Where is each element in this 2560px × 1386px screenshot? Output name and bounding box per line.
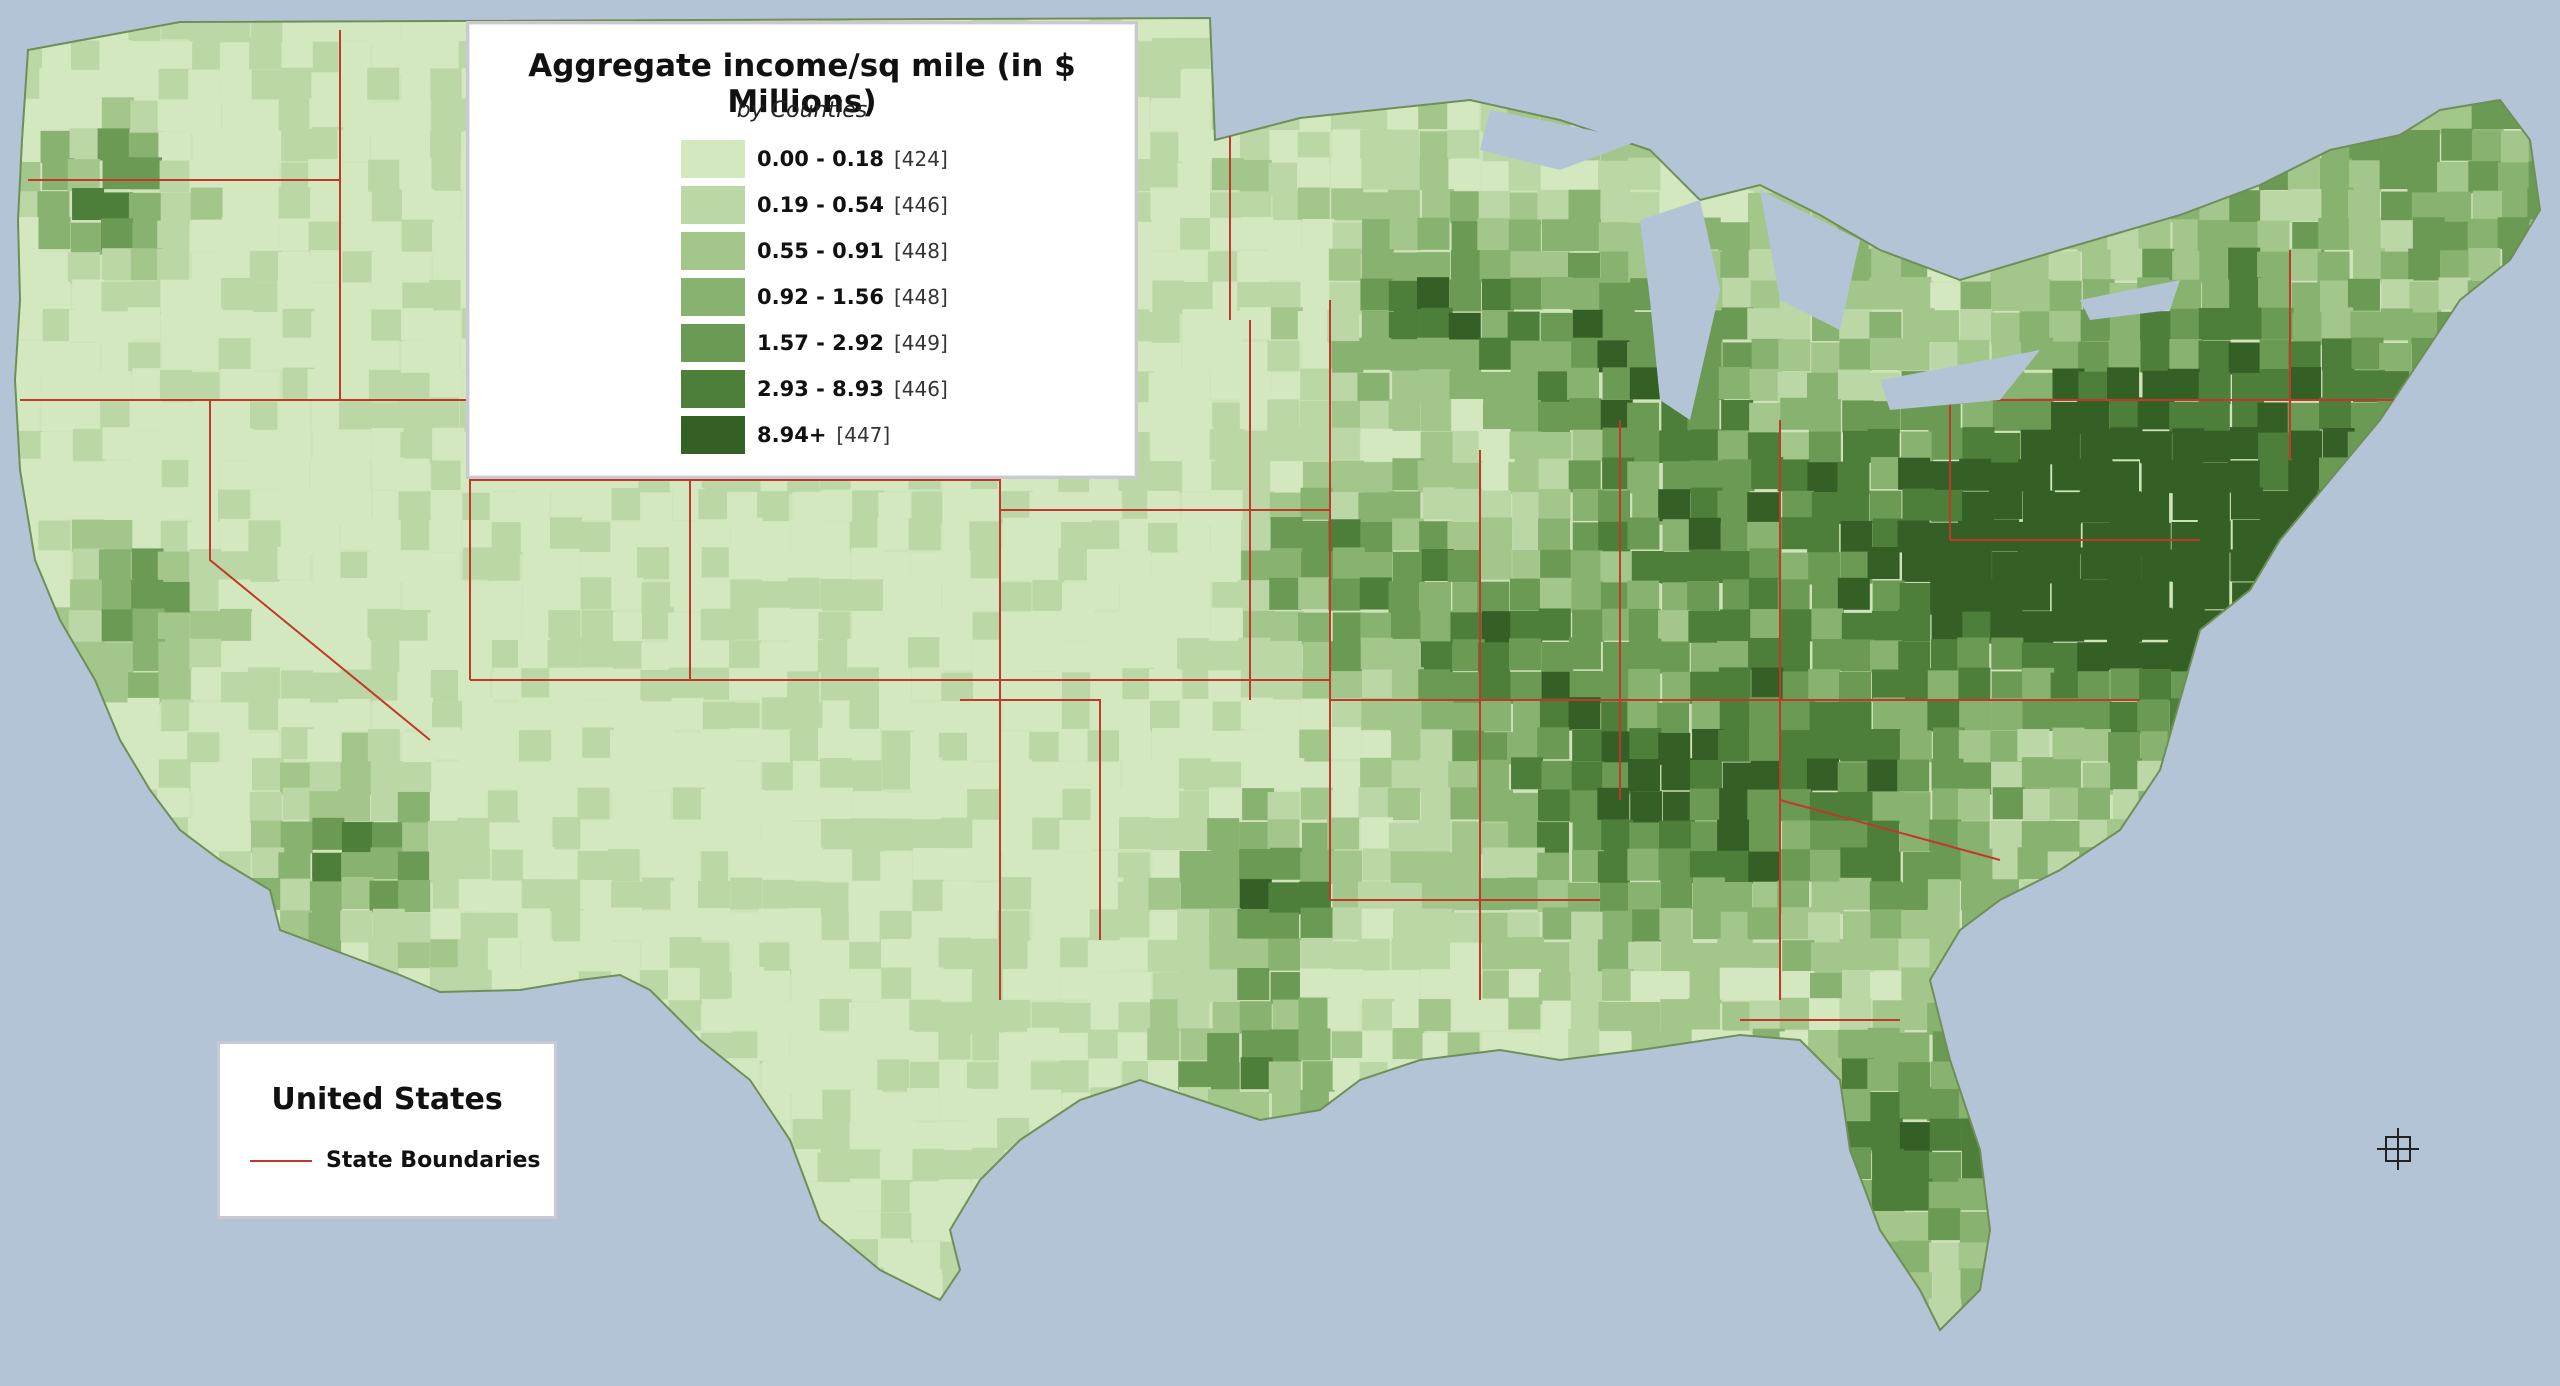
legend-class-row: 0.92 - 1.56 [448] <box>681 274 948 320</box>
legend-swatch <box>681 232 745 270</box>
lake <box>1880 350 2040 410</box>
lake <box>1640 200 1720 420</box>
state-boundary <box>1779 799 2001 861</box>
legend-title: Aggregate income/sq mile (in $ Millions) <box>528 48 1076 120</box>
layer-legend-title: United States <box>271 1082 503 1117</box>
legend-swatch <box>681 186 745 224</box>
legend-class-range: 2.93 - 8.93 <box>757 377 884 401</box>
legend-class-count: [446] <box>893 377 948 401</box>
legend-swatch <box>681 278 745 316</box>
legend-class-count: [446] <box>893 193 948 217</box>
legend-swatch <box>681 416 745 454</box>
legend-class-range: 0.55 - 0.91 <box>757 239 884 263</box>
legend-class-count: [447] <box>836 423 891 447</box>
legend-swatch <box>681 140 745 178</box>
legend-swatch <box>681 324 745 362</box>
lake <box>1760 190 1860 330</box>
legend-class-count: [448] <box>893 285 948 309</box>
layer-legend-item: State Boundaries <box>250 1148 541 1173</box>
income-legend: Aggregate income/sq mile (in $ Millions)… <box>466 21 1138 479</box>
legend-class-row: 1.57 - 2.92 [449] <box>681 320 948 366</box>
legend-class-count: [448] <box>893 239 948 263</box>
legend-class-range: 1.57 - 2.92 <box>757 331 884 355</box>
legend-class-range: 8.94+ <box>757 423 827 447</box>
state-boundary <box>960 699 1101 940</box>
layer-legend: United States State Boundaries <box>217 1041 557 1219</box>
legend-class-list: 0.00 - 0.18 [424] 0.19 - 0.54 [446] 0.55 - 0… <box>681 136 948 458</box>
legend-class-row: 0.55 - 0.91 [448] <box>681 228 948 274</box>
legend-class-row: 0.19 - 0.54 [446] <box>681 182 948 228</box>
legend-class-range: 0.92 - 1.56 <box>757 285 884 309</box>
legend-class-count: [424] <box>893 147 948 171</box>
state-boundary-line-symbol <box>250 1159 312 1162</box>
legend-class-row: 8.94+ [447] <box>681 412 948 458</box>
layer-legend-item-label: State Boundaries <box>326 1148 541 1173</box>
legend-class-row: 2.93 - 8.93 [446] <box>681 366 948 412</box>
lake <box>1480 110 1640 170</box>
legend-class-range: 0.19 - 0.54 <box>757 193 884 217</box>
state-boundary <box>209 400 431 741</box>
legend-swatch <box>681 370 745 408</box>
crosshair-cursor-icon <box>2377 1128 2419 1170</box>
lake <box>2080 280 2180 320</box>
legend-class-range: 0.00 - 0.18 <box>757 147 884 171</box>
legend-subtitle: by Counties <box>736 98 868 123</box>
legend-class-count: [449] <box>893 331 948 355</box>
legend-class-row: 0.00 - 0.18 [424] <box>681 136 948 182</box>
